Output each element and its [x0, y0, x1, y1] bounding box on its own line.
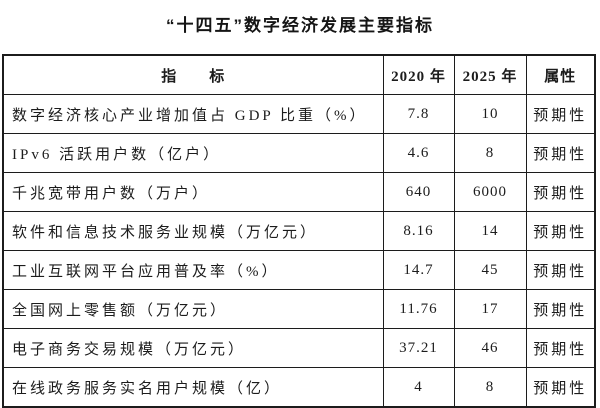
value-2020-cell: 37.21	[382, 328, 455, 368]
value-2020-cell: 4	[382, 367, 455, 408]
value-2025-cell: 14	[453, 211, 527, 251]
value-2020-cell: 4.6	[382, 133, 455, 173]
value-2025-cell: 17	[453, 289, 527, 329]
value-2020-cell: 8.16	[382, 211, 455, 251]
value-2025-cell: 45	[453, 250, 527, 290]
value-2020-cell: 640	[382, 172, 455, 212]
table-row: 全国网上零售额（万亿元） 11.76 17 预期性	[2, 289, 596, 329]
header-attribute: 属性	[525, 54, 596, 95]
indicator-cell: 电子商务交易规模（万亿元）	[2, 328, 384, 368]
table-row: 数字经济核心产业增加值占 GDP 比重（%） 7.8 10 预期性	[2, 94, 596, 134]
attribute-cell: 预期性	[525, 211, 596, 251]
table-row: 电子商务交易规模（万亿元） 37.21 46 预期性	[2, 328, 596, 368]
indicators-table: 指 标 2020 年 2025 年 属性 数字经济核心产业增加值占 GDP 比重…	[2, 54, 596, 408]
indicator-cell: 数字经济核心产业增加值占 GDP 比重（%）	[2, 94, 384, 134]
attribute-cell: 预期性	[525, 250, 596, 290]
indicator-cell: IPv6 活跃用户数（亿户）	[2, 133, 384, 173]
header-indicator: 指 标	[2, 54, 384, 95]
attribute-cell: 预期性	[525, 133, 596, 173]
table-row: 软件和信息技术服务业规模（万亿元） 8.16 14 预期性	[2, 211, 596, 251]
value-2025-cell: 10	[453, 94, 527, 134]
value-2020-cell: 7.8	[382, 94, 455, 134]
table-row: 工业互联网平台应用普及率（%） 14.7 45 预期性	[2, 250, 596, 290]
indicator-cell: 全国网上零售额（万亿元）	[2, 289, 384, 329]
value-2025-cell: 6000	[453, 172, 527, 212]
table-row: 在线政务服务实名用户规模（亿） 4 8 预期性	[2, 367, 596, 408]
indicator-cell: 在线政务服务实名用户规模（亿）	[2, 367, 384, 408]
attribute-cell: 预期性	[525, 367, 596, 408]
value-2020-cell: 11.76	[382, 289, 455, 329]
value-2020-cell: 14.7	[382, 250, 455, 290]
attribute-cell: 预期性	[525, 94, 596, 134]
header-row: 指 标 2020 年 2025 年 属性	[2, 54, 596, 95]
page-title: “十四五”数字经济发展主要指标	[166, 16, 434, 35]
indicator-cell: 千兆宽带用户数（万户）	[2, 172, 384, 212]
value-2025-cell: 46	[453, 328, 527, 368]
indicator-cell: 软件和信息技术服务业规模（万亿元）	[2, 211, 384, 251]
attribute-cell: 预期性	[525, 289, 596, 329]
table-header: 指 标 2020 年 2025 年 属性	[2, 54, 596, 95]
attribute-cell: 预期性	[525, 172, 596, 212]
table-row: 千兆宽带用户数（万户） 640 6000 预期性	[2, 172, 596, 212]
attribute-cell: 预期性	[525, 328, 596, 368]
indicator-cell: 工业互联网平台应用普及率（%）	[2, 250, 384, 290]
value-2025-cell: 8	[453, 367, 527, 408]
table-body: 数字经济核心产业增加值占 GDP 比重（%） 7.8 10 预期性 IPv6 活跃用户数…	[2, 94, 596, 408]
table-row: IPv6 活跃用户数（亿户） 4.6 8 预期性	[2, 133, 596, 173]
value-2025-cell: 8	[453, 133, 527, 173]
header-2020: 2020 年	[382, 54, 455, 95]
header-2025: 2025 年	[453, 54, 527, 95]
